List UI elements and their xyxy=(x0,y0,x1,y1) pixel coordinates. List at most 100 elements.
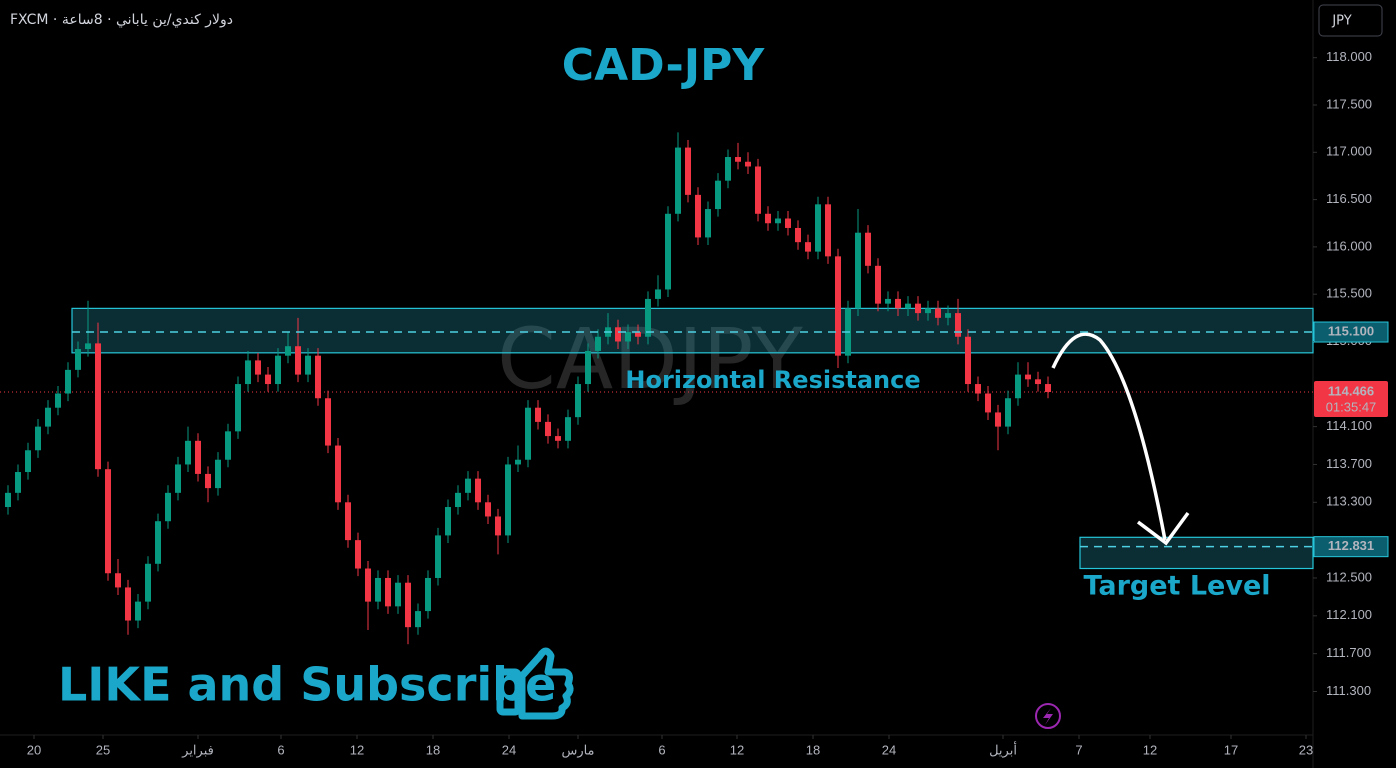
candle-body xyxy=(135,601,141,621)
candle-body xyxy=(35,426,41,451)
candle-body xyxy=(395,582,401,607)
candle-body xyxy=(65,369,71,394)
level-price-label: 112.831 xyxy=(1328,538,1374,553)
currency-label[interactable]: JPY xyxy=(1331,14,1351,29)
candle-body xyxy=(285,346,291,356)
candle-body xyxy=(645,298,651,337)
candle-body xyxy=(545,421,551,437)
y-tick-label: 112.100 xyxy=(1326,607,1372,622)
candle-body xyxy=(435,535,441,578)
candle-body xyxy=(965,336,971,385)
y-tick-label: 111.700 xyxy=(1326,645,1371,660)
forecast-arrow xyxy=(1051,332,1167,541)
x-tick-label: 6 xyxy=(277,742,284,757)
candle-body xyxy=(975,384,981,394)
x-tick-label: 6 xyxy=(658,742,665,757)
candle-body xyxy=(485,502,491,517)
candle-body xyxy=(955,313,961,337)
x-tick-label: 18 xyxy=(426,742,440,757)
candle-body xyxy=(175,464,181,493)
candle-body xyxy=(775,218,781,224)
candle-body xyxy=(325,398,331,446)
candle-body xyxy=(165,492,171,522)
y-tick-label: 112.500 xyxy=(1326,569,1372,584)
candle-body xyxy=(805,242,811,252)
candle-body xyxy=(475,478,481,503)
y-tick-label: 115.500 xyxy=(1326,286,1372,301)
candle-body xyxy=(115,573,121,588)
candle-body xyxy=(365,568,371,602)
candle-body xyxy=(1005,398,1011,427)
candle-body xyxy=(765,213,771,224)
candle-body xyxy=(295,346,301,375)
candle-body xyxy=(265,374,271,385)
candle-body xyxy=(895,298,901,309)
candle-body xyxy=(55,393,61,408)
candle-body xyxy=(125,587,131,621)
candle-body xyxy=(935,308,941,318)
target-label: Target Level xyxy=(1083,571,1270,602)
candle-body xyxy=(535,407,541,422)
candle-body xyxy=(75,349,81,370)
resistance-label: Horizontal Resistance xyxy=(625,366,920,394)
x-tick-label: 18 xyxy=(806,742,820,757)
zones xyxy=(0,307,1314,570)
candle-body xyxy=(225,431,231,460)
candle-body xyxy=(1045,384,1051,392)
x-tick-label: 23 xyxy=(1299,742,1313,757)
candle-body xyxy=(1025,374,1031,380)
candle-body xyxy=(745,161,751,167)
candle-body xyxy=(385,577,391,607)
candle-body xyxy=(465,478,471,493)
countdown-label: 01:35:47 xyxy=(1326,399,1377,414)
thumbs-up-icon xyxy=(496,647,574,720)
candle-body xyxy=(705,209,711,238)
candle-body xyxy=(715,180,721,210)
candle-body xyxy=(925,308,931,314)
candle-body xyxy=(275,355,281,385)
footer-text: LIKE and Subscribe xyxy=(58,658,556,712)
chart-title: CAD-JPY xyxy=(562,40,766,91)
candle-body xyxy=(625,332,631,342)
candle-body xyxy=(575,384,581,418)
candle-body xyxy=(405,582,411,628)
candle-body xyxy=(835,256,841,356)
candle-body xyxy=(685,147,691,195)
candle-body xyxy=(1035,379,1041,385)
candle-body xyxy=(85,343,91,350)
candle-body xyxy=(415,611,421,628)
y-tick-label: 113.300 xyxy=(1326,494,1372,509)
x-tick-label: 20 xyxy=(27,742,41,757)
alert-bolt[interactable] xyxy=(1043,708,1053,725)
x-tick-label: أبريل xyxy=(989,741,1017,758)
currency-button[interactable] xyxy=(1318,4,1383,37)
candle-body xyxy=(155,521,161,564)
candle-body xyxy=(215,459,221,489)
candle-body xyxy=(855,232,861,309)
candle-body xyxy=(655,289,661,299)
candle-body xyxy=(985,393,991,413)
candle-body xyxy=(635,332,641,337)
candle-body xyxy=(565,417,571,441)
x-tick-label: 12 xyxy=(730,742,744,757)
candle-body xyxy=(885,298,891,304)
candle-body xyxy=(15,472,21,493)
candle-body xyxy=(335,445,341,503)
candle-body xyxy=(725,157,731,181)
candle-body xyxy=(235,384,241,432)
candle-body xyxy=(505,464,511,536)
candle-body xyxy=(5,492,11,508)
candle-body xyxy=(825,204,831,257)
candle-body xyxy=(585,350,591,385)
resistance-zone xyxy=(71,307,1314,354)
y-tick-label: 117.000 xyxy=(1326,144,1372,159)
x-tick-label: 17 xyxy=(1224,742,1238,757)
alert-icon[interactable] xyxy=(1035,703,1061,729)
candle-body xyxy=(795,227,801,243)
candle-body xyxy=(695,194,701,238)
candle-body xyxy=(345,502,351,541)
candle-body xyxy=(45,407,51,427)
x-tick-label: مارس xyxy=(561,742,594,758)
